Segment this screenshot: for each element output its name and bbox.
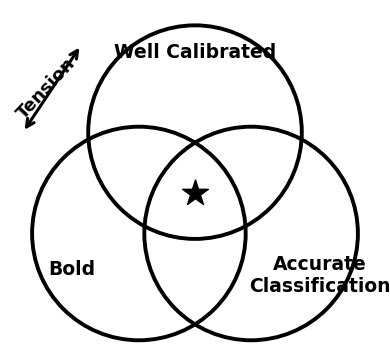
Text: Bold: Bold — [48, 260, 96, 279]
Point — [192, 190, 198, 195]
Text: Accurate
Classification: Accurate Classification — [249, 254, 390, 296]
Text: Well Calibrated: Well Calibrated — [114, 43, 276, 62]
Text: Tension: Tension — [14, 55, 79, 123]
